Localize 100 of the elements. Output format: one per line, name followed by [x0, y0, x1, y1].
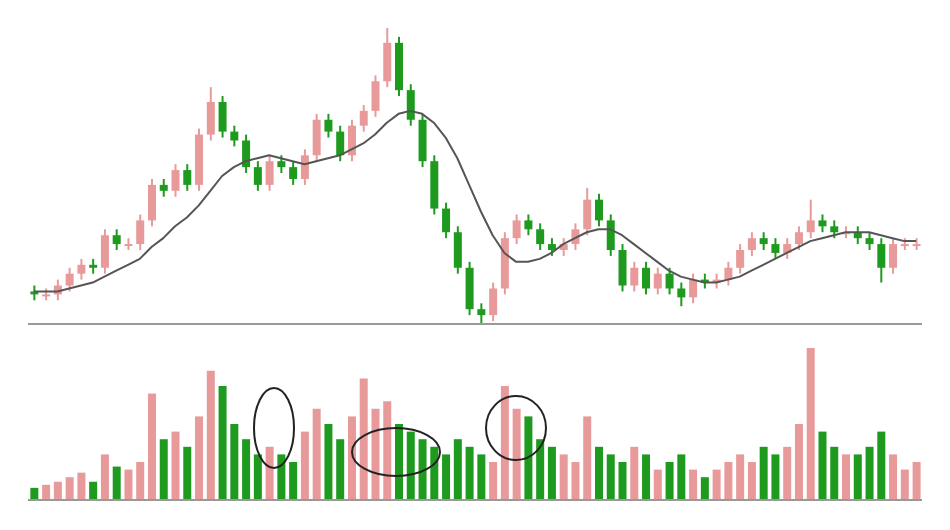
candlestick — [594, 192, 603, 228]
candlestick — [794, 225, 803, 251]
bar — [747, 462, 756, 500]
bar — [689, 469, 698, 500]
bar — [536, 439, 545, 500]
candlestick — [665, 266, 674, 296]
bar — [312, 408, 321, 500]
candlestick — [453, 225, 462, 275]
bar — [818, 431, 827, 500]
bar — [347, 416, 356, 500]
bar — [100, 454, 109, 500]
candlestick — [477, 302, 486, 324]
candlestick — [677, 281, 686, 308]
bar — [289, 462, 298, 500]
candlestick — [312, 112, 321, 163]
bar — [183, 446, 192, 500]
candlestick — [747, 231, 756, 257]
candlestick — [230, 124, 239, 148]
bar — [830, 446, 839, 500]
candlestick — [489, 281, 498, 323]
candlestick — [524, 213, 533, 237]
candlestick — [171, 163, 180, 198]
candlestick — [265, 154, 274, 192]
bar — [642, 454, 651, 500]
candlestick — [771, 237, 780, 260]
candlestick — [736, 243, 745, 275]
candlestick — [136, 213, 145, 251]
bar — [618, 462, 627, 500]
bar — [630, 446, 639, 500]
bar — [242, 439, 251, 500]
bar — [406, 431, 415, 500]
candlestick — [889, 237, 898, 275]
candlestick — [406, 83, 415, 127]
candlestick — [418, 112, 427, 169]
bar — [489, 462, 498, 500]
bar — [300, 431, 309, 500]
bar — [89, 481, 98, 500]
candlestick — [583, 186, 592, 237]
bar — [42, 484, 51, 500]
candlestick — [442, 201, 451, 240]
bar — [889, 454, 898, 500]
candlestick — [324, 112, 333, 139]
candlestick — [206, 86, 215, 142]
bar — [853, 454, 862, 500]
candlestick — [430, 154, 439, 216]
bar — [30, 487, 39, 500]
candlestick — [100, 228, 109, 275]
candlestick — [642, 260, 651, 296]
bar — [147, 393, 156, 500]
bar — [806, 348, 815, 500]
bar — [736, 454, 745, 500]
candlestick — [65, 266, 74, 293]
candlestick — [218, 95, 227, 139]
candlestick — [806, 198, 815, 240]
candlestick — [618, 243, 627, 293]
bar — [547, 446, 556, 500]
candlestick — [606, 213, 615, 257]
candlestick — [183, 163, 192, 192]
bar — [653, 469, 662, 500]
bar — [195, 416, 204, 500]
bar — [136, 462, 145, 500]
candlestick — [77, 257, 86, 281]
candlestick — [147, 177, 156, 228]
bar — [206, 370, 215, 500]
candlestick — [300, 148, 309, 186]
bar — [794, 424, 803, 500]
bar — [900, 469, 909, 500]
candlestick — [465, 260, 474, 317]
bar — [336, 439, 345, 500]
bar — [53, 481, 62, 500]
candlestick — [536, 222, 545, 251]
candlestick — [112, 228, 121, 251]
candlestick — [653, 266, 662, 296]
bar — [383, 401, 392, 500]
candlestick — [877, 237, 886, 284]
candlestick — [253, 160, 262, 192]
candlestick — [289, 160, 298, 186]
bar — [265, 446, 274, 500]
bar — [253, 454, 262, 500]
bar — [524, 416, 533, 500]
bar — [842, 454, 851, 500]
candlestick — [512, 213, 521, 246]
bar — [783, 446, 792, 500]
bar — [277, 454, 286, 500]
bar — [442, 454, 451, 500]
candlestick — [242, 133, 251, 175]
candlestick — [347, 118, 356, 163]
bar — [606, 454, 615, 500]
candlestick — [359, 103, 368, 133]
bar — [594, 446, 603, 500]
candlestick — [395, 35, 404, 98]
bar — [171, 431, 180, 500]
bar — [453, 439, 462, 500]
candlestick — [630, 260, 639, 293]
candlestick — [371, 74, 380, 118]
bar — [500, 386, 509, 500]
bar — [112, 466, 121, 500]
candlestick — [336, 124, 345, 163]
bar — [124, 469, 133, 500]
bar — [395, 424, 404, 500]
